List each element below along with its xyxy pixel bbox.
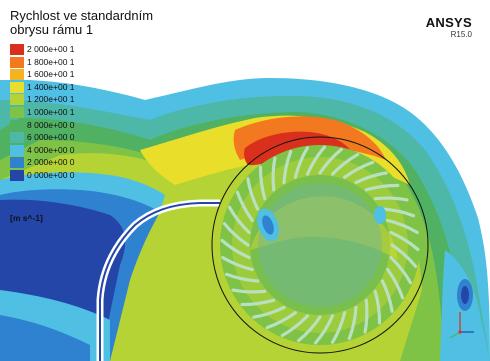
impeller-blade <box>389 255 413 285</box>
impeller-blade <box>305 145 327 176</box>
impeller-blade <box>271 156 277 192</box>
impeller-blade <box>258 165 267 201</box>
impeller-blade <box>373 196 409 202</box>
impeller-blade <box>386 218 419 234</box>
impeller-outline <box>211 136 429 354</box>
legend-label: 1 000e+00 1 <box>27 107 75 117</box>
impeller-blade <box>297 315 322 343</box>
duct-wall-edge <box>99 202 220 361</box>
impeller <box>211 136 429 354</box>
legend-swatch <box>10 81 24 93</box>
legend-swatch <box>10 132 24 144</box>
impeller-blade <box>343 160 375 179</box>
ansys-logo: ANSYS R15.0 <box>425 15 472 40</box>
legend-swatch <box>10 56 24 68</box>
impeller-blade <box>231 288 267 294</box>
impeller-blade <box>280 314 310 338</box>
impeller-blade <box>221 256 254 272</box>
lower-blue <box>0 315 90 361</box>
impeller-blade <box>331 311 347 344</box>
legend-label: 2 000e+00 1 <box>27 44 75 54</box>
legend-label: 1 200e+00 1 <box>27 94 75 105</box>
impeller-blade <box>293 146 309 179</box>
impeller-blade <box>363 298 369 334</box>
impeller-blade <box>246 177 260 211</box>
legend-label: 1 600e+00 1 <box>27 69 75 80</box>
legend-label: 2 000e+00 0 <box>27 157 75 168</box>
legend-label: 1 800e+00 1 <box>27 56 75 67</box>
legend-label: 6 000e+00 0 <box>27 132 75 143</box>
legend-label: 1 400e+00 1 <box>27 81 75 92</box>
impeller-blade <box>347 305 358 341</box>
duct-edge-cyan <box>0 172 165 212</box>
impeller-blade <box>252 305 286 319</box>
vortex-right <box>374 206 386 224</box>
impeller-blade <box>330 152 360 176</box>
legend-swatch <box>10 69 24 81</box>
impeller-blade <box>380 279 394 313</box>
plot-title-line-2: obrysu rámu 1 <box>10 22 94 37</box>
impeller-blade <box>224 272 260 283</box>
axis-triad-icon[interactable] <box>440 304 480 344</box>
impeller-blade <box>364 183 400 192</box>
legend-label: 8 000e+00 0 <box>27 119 75 130</box>
impeller-blade <box>227 205 251 235</box>
legend-swatch <box>10 170 24 181</box>
impeller-blade <box>318 147 343 175</box>
impeller-blade <box>265 311 297 330</box>
impeller-blade <box>220 238 251 260</box>
impeller-blade <box>235 190 254 222</box>
legend-swatch <box>10 144 24 156</box>
plot-title-line-1: Rychlost ve standardním <box>10 8 154 23</box>
legend-swatch <box>10 44 24 55</box>
brand-version: R15.0 <box>450 30 472 39</box>
legend-swatch <box>10 107 24 118</box>
impeller-blade <box>386 268 405 300</box>
vortex-left-core <box>262 215 274 235</box>
impeller-blade <box>389 230 420 252</box>
impeller-blades <box>220 145 420 345</box>
legend-swatch <box>10 119 24 131</box>
legend-label: 0 000e+00 0 <box>27 170 75 180</box>
legend-swatch <box>10 157 24 169</box>
impeller-blade <box>240 298 276 307</box>
impeller-blade <box>282 149 293 185</box>
impeller-blade <box>222 222 250 247</box>
right-vortex-core <box>461 286 469 304</box>
impeller-blade <box>313 314 335 345</box>
legend-unit: [m s^-1] <box>10 213 43 223</box>
brand-name: ANSYS <box>425 15 472 30</box>
legend-swatch <box>10 94 24 106</box>
impeller-blade <box>390 243 418 268</box>
legend-label: 4 000e+00 0 <box>27 144 75 155</box>
impeller-blade <box>354 171 388 185</box>
plot-title: Rychlost ve standardním obrysu rámu 1 <box>10 9 153 37</box>
impeller-blade <box>373 289 382 325</box>
impeller-blade <box>380 207 416 218</box>
